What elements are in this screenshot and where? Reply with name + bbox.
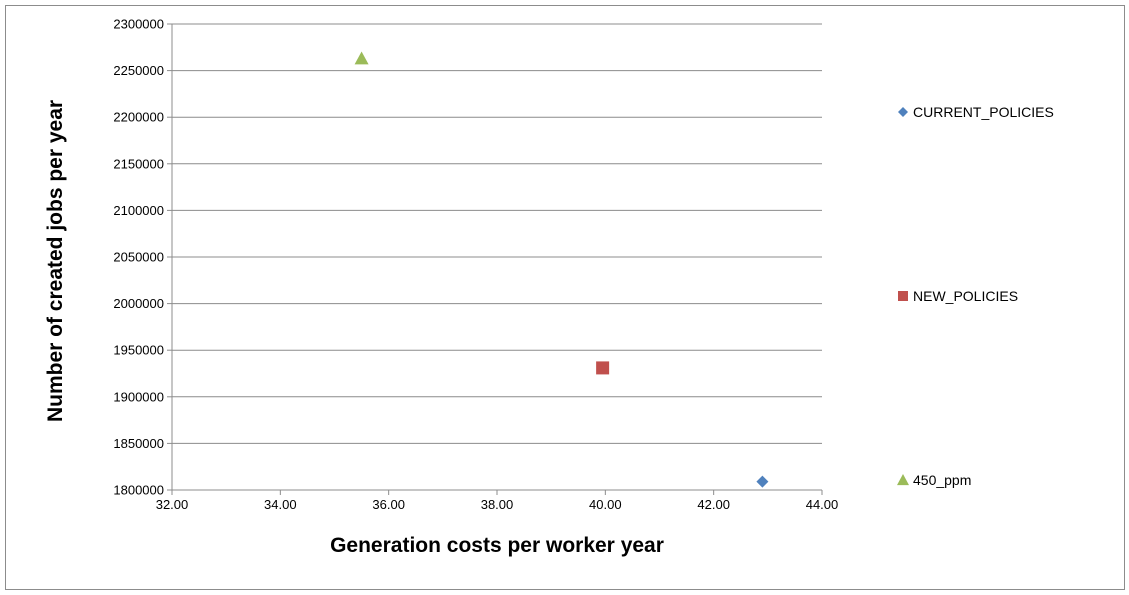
- y-tick-label: 2250000: [113, 63, 164, 78]
- x-tick-label: 32.00: [156, 497, 189, 512]
- y-tick-label: 2150000: [113, 156, 164, 171]
- y-tick-label: 1950000: [113, 343, 164, 358]
- data-point: [354, 51, 369, 65]
- y-tick-label: 1800000: [113, 483, 164, 498]
- data-point: [756, 475, 769, 488]
- x-tick-label: 36.00: [372, 497, 405, 512]
- y-tick-label: 2200000: [113, 110, 164, 125]
- x-tick-label: 40.00: [589, 497, 622, 512]
- y-axis-title: Number of created jobs per year: [44, 100, 67, 422]
- y-tick-label: 2100000: [113, 203, 164, 218]
- legend-marker: [898, 291, 908, 301]
- y-tick-labels: 1800000 1850000 1900000 1950000 2000000 20500…: [113, 17, 164, 498]
- y-tick-label: 2300000: [113, 17, 164, 32]
- legend: CURRENT_POLICIES NEW_POLICIES 450_ppm: [897, 104, 1054, 488]
- y-tick-label: 1850000: [113, 436, 164, 451]
- y-tick-label: 2000000: [113, 296, 164, 311]
- data-points: [354, 51, 769, 488]
- legend-marker: [898, 107, 908, 117]
- x-tick-label: 38.00: [481, 497, 514, 512]
- x-tick-label: 44.00: [806, 497, 839, 512]
- gridlines: [172, 23, 822, 444]
- legend-item-label: CURRENT_POLICIES: [913, 104, 1054, 120]
- x-axis-title: Generation costs per worker year: [330, 534, 664, 557]
- legend-marker: [897, 474, 909, 486]
- data-point: [596, 361, 610, 375]
- legend-item-label: 450_ppm: [913, 472, 971, 488]
- x-tick-label: 34.00: [264, 497, 297, 512]
- chart-area: [5, 5, 1125, 590]
- axes: [167, 23, 823, 495]
- y-tick-label: 1900000: [113, 389, 164, 404]
- x-tick-label: 42.00: [697, 497, 730, 512]
- y-tick-label: 2050000: [113, 250, 164, 265]
- x-tick-labels: 32.00 34.00 36.00 38.00 40.00 42.00 44.00: [156, 497, 839, 512]
- legend-item-label: NEW_POLICIES: [913, 288, 1018, 304]
